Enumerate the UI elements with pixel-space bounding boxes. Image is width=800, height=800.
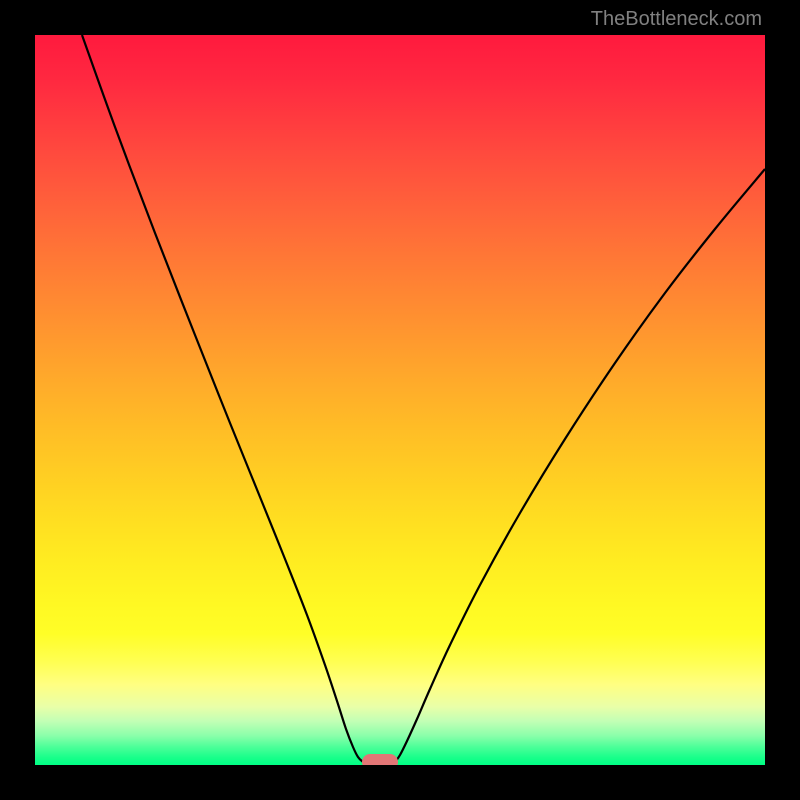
plot-area [35, 35, 765, 765]
bottleneck-curve [35, 35, 765, 765]
watermark-text: TheBottleneck.com [591, 8, 762, 31]
minimum-marker [362, 754, 398, 765]
